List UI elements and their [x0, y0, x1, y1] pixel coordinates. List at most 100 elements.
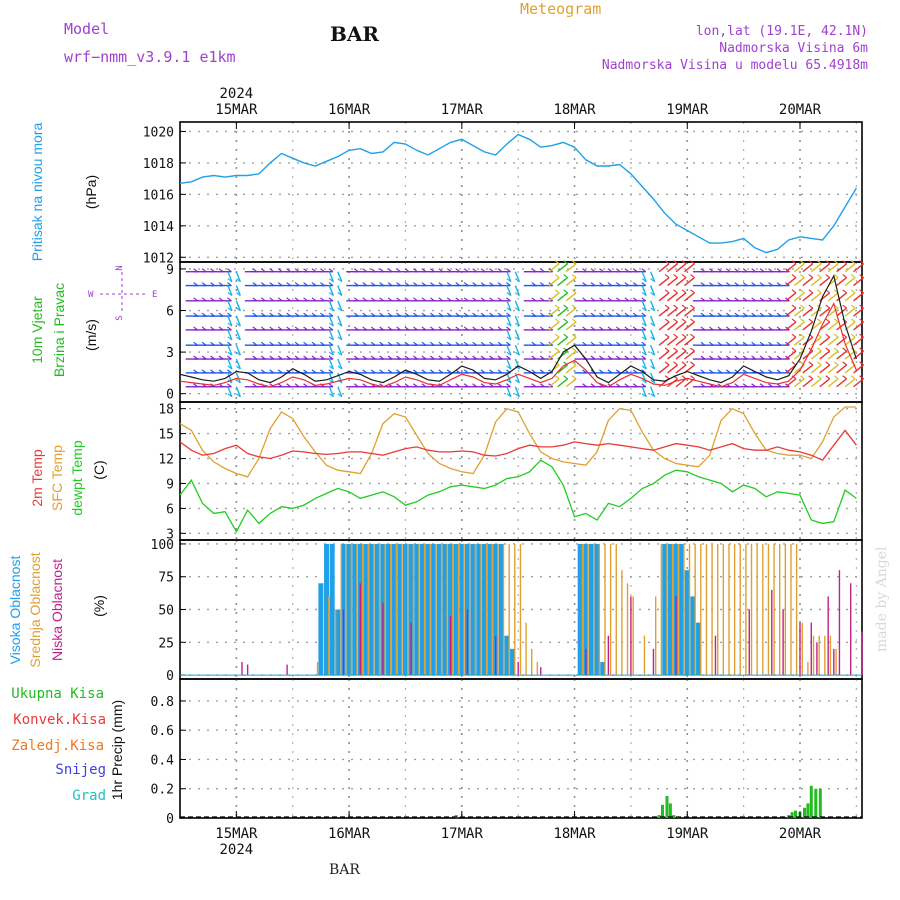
wind-arrow [337, 315, 343, 327]
wind-arrow [641, 271, 647, 282]
wind-arrow-head [816, 260, 822, 265]
sfc-temp-line [179, 406, 857, 478]
wind-arrow-head [515, 336, 520, 341]
wind-arrow-head [850, 333, 856, 338]
wind-arrow [827, 292, 839, 302]
wind-arrow-head [833, 318, 839, 323]
wind-arrow-head [825, 333, 831, 338]
wind-arrow-head [329, 393, 334, 398]
dewpt-axis-title: dewpt Temp [69, 440, 85, 515]
wind-arrow-head [650, 379, 655, 384]
wind-arrow [641, 386, 647, 398]
precip-bar [818, 788, 822, 818]
wind-arrow-head [816, 274, 822, 279]
wind-arrow-head [859, 274, 864, 279]
mid-cloud-axis-title: Srednja Oblacnost [27, 552, 43, 667]
wind-arrow-head [641, 365, 647, 370]
wind-arrow-head [506, 351, 512, 356]
panel-pressure: 1012 1014 1016 1018 1020 [143, 121, 863, 266]
wind-arrow [684, 307, 695, 317]
wind-arrow-head [563, 375, 568, 380]
y-tick-label: 0.2 [151, 783, 174, 798]
x-tick-label-top: 20MAR [779, 102, 822, 118]
y-tick-label: 0 [166, 388, 174, 403]
wind-arrow-head [800, 260, 805, 265]
wind-arrow-head [833, 375, 839, 380]
compass-e: E [152, 290, 157, 300]
high-cloud-bar [335, 609, 341, 676]
wind-arrow [227, 358, 233, 370]
wind-arrow-head [664, 274, 670, 279]
wind-arrow-head [825, 347, 831, 352]
wind-arrow-head [571, 375, 577, 380]
panel-clouds: 0 25 50 75 100 [151, 538, 863, 684]
wind-arrow-head [515, 393, 520, 398]
wind-arrow-head [673, 361, 678, 366]
wind-arrow [819, 336, 831, 346]
wind-arrow-head [791, 375, 797, 380]
wind-arrow-head [337, 379, 343, 384]
wind-arrow-head [850, 260, 856, 265]
wind-arrow [819, 277, 831, 287]
y-tick-label: 1016 [143, 188, 174, 203]
wind-arrow-head [641, 322, 647, 327]
time-axis: 202415MAR15MAR16MAR16MAR17MAR17MAR18MAR1… [215, 86, 821, 858]
wind-arrow-head [236, 379, 241, 384]
wind-arrow [810, 321, 822, 331]
wind-arrow-head [227, 365, 233, 370]
wind-arrow [785, 321, 797, 331]
x-tick-label-top: 15MAR [215, 102, 258, 118]
x-tick-label-bottom: 18MAR [553, 826, 596, 842]
high-cloud-bar [600, 661, 606, 676]
wind-arrow-head [800, 304, 805, 309]
y-tick-label: 6 [166, 502, 174, 517]
wind-arrow-head [236, 336, 241, 341]
x-tick-label-top: 18MAR [553, 102, 596, 118]
wind-arrow [548, 292, 560, 302]
wind-arrow [819, 350, 831, 360]
wind-arrow [853, 321, 864, 331]
wind-arrow-head [641, 369, 647, 374]
wind-arrow [235, 315, 242, 327]
high-cloud-bar [662, 543, 668, 676]
wind-arrow [802, 277, 814, 287]
wind-arrow [836, 277, 848, 287]
pressure-axis-title: Pritisak na nivou mora [29, 123, 45, 262]
wind-arrow [514, 344, 521, 356]
precip-bar [672, 815, 676, 818]
wind-arrow-head [337, 365, 343, 370]
wind-arrow [227, 315, 233, 327]
wind-arrow [506, 358, 512, 370]
wind-arrow [227, 285, 233, 296]
wind-arrow-head [329, 322, 334, 327]
wind-arrow [506, 315, 512, 327]
wind-arrow-head [571, 347, 577, 352]
high-cloud-bar [436, 543, 442, 676]
x-tick-label-bottom: 15MAR [215, 826, 258, 842]
wind-arrow [675, 263, 687, 273]
wind-arrow-head [690, 289, 695, 294]
high-cloud-bar [498, 543, 504, 676]
wind-arrow-head [571, 274, 577, 279]
wind-speed-line [179, 274, 857, 384]
wind-arrow [557, 277, 569, 287]
wind-arrow [658, 307, 670, 317]
wind-arrow [557, 364, 569, 374]
x-tick-label-top: 19MAR [666, 102, 709, 118]
high-cloud-bar [329, 543, 335, 676]
wind-arrow [802, 321, 814, 331]
wind-arrow [565, 321, 577, 331]
wind-arrow [514, 285, 521, 296]
wind-arrow [328, 300, 335, 312]
wind-arrow [649, 285, 656, 296]
wind-arrow [337, 300, 343, 312]
wind-arrow [827, 263, 839, 273]
wind-arrow-head [563, 289, 568, 294]
wind-arrow [810, 277, 822, 287]
wind-arrow-head [571, 333, 577, 338]
wind-arrow [565, 292, 577, 302]
x-tick-label-bottom: 19MAR [666, 826, 709, 842]
wind-arrow-head [515, 379, 520, 384]
wind-arrow-head [328, 282, 334, 287]
wind-arrow [810, 336, 822, 346]
